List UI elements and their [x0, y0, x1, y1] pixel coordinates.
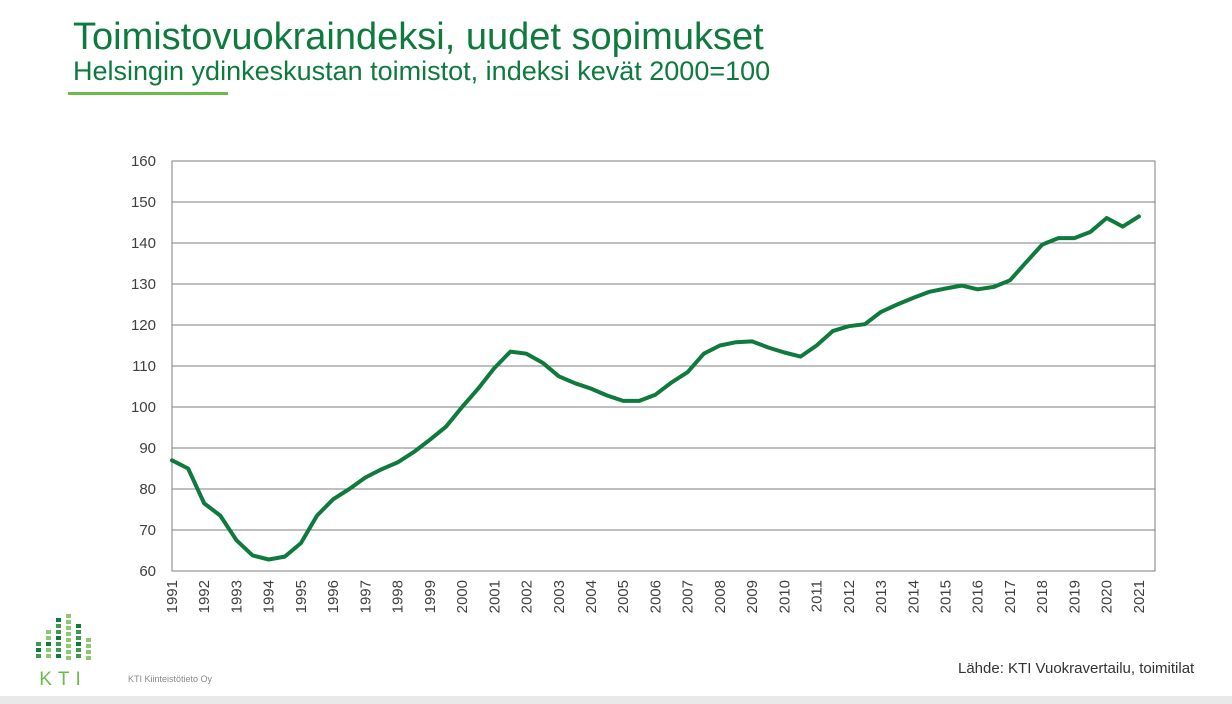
logo-grid-icon	[36, 614, 91, 660]
logo-block	[36, 648, 41, 652]
logo-block	[56, 642, 61, 646]
x-tick-label: 2010	[776, 580, 793, 613]
x-tick-label: 2008	[712, 580, 729, 613]
logo-block	[66, 644, 71, 648]
x-tick-label: 1998	[390, 580, 407, 613]
x-tick-label: 1994	[261, 580, 278, 613]
logo-block	[56, 618, 61, 622]
logo-block	[86, 656, 91, 660]
logo-block	[76, 636, 81, 640]
logo-block	[66, 632, 71, 636]
logo-block	[86, 644, 91, 648]
logo-block	[36, 654, 41, 658]
x-tick-label: 1992	[196, 580, 213, 613]
x-tick-label: 2020	[1099, 580, 1116, 613]
x-axis: 1991 1992 1993 1994 1995 1996 1997 1998 1999 2000…	[164, 580, 1148, 613]
x-tick-label: 2009	[744, 580, 761, 613]
y-tick-label: 90	[139, 440, 156, 457]
y-tick-label: 60	[139, 563, 156, 580]
logo-block	[76, 624, 81, 628]
logo-block	[46, 630, 51, 634]
logo-block	[66, 620, 71, 624]
y-tick-label: 150	[131, 194, 156, 211]
x-tick-label: 1999	[422, 580, 439, 613]
x-tick-label: 1995	[293, 580, 310, 613]
logo-block	[56, 624, 61, 628]
logo-block	[66, 638, 71, 642]
x-tick-label: 2017	[1002, 580, 1019, 613]
x-tick-label: 2003	[551, 580, 568, 613]
logo-block	[56, 648, 61, 652]
x-tick-label: 2011	[809, 580, 826, 612]
kti-logo: KTI	[36, 614, 91, 688]
logo-block	[56, 654, 61, 658]
x-tick-label: 1997	[357, 580, 374, 613]
source-note: Lähde: KTI Vuokravertailu, toimitilat	[958, 660, 1195, 677]
x-tick-label: 2018	[1034, 580, 1051, 613]
logo-block	[46, 642, 51, 646]
x-tick-label: 1991	[164, 580, 181, 613]
slide-subtitle: Helsingin ydinkeskustan toimistot, indek…	[73, 56, 771, 86]
x-tick-label: 2012	[841, 580, 858, 613]
y-tick-label: 140	[131, 235, 156, 252]
x-tick-label: 2019	[1066, 580, 1083, 613]
x-tick-label: 2014	[905, 580, 922, 613]
logo-block	[46, 636, 51, 640]
x-tick-label: 2004	[583, 580, 600, 613]
x-tick-label: 2000	[454, 580, 471, 613]
series-group	[170, 214, 1141, 562]
x-tick-label: 2001	[486, 580, 503, 613]
y-tick-label: 130	[131, 276, 156, 293]
x-tick-label: 2016	[970, 580, 987, 613]
logo-block	[76, 642, 81, 646]
y-tick-label: 120	[131, 317, 156, 334]
y-tick-label: 160	[131, 153, 156, 170]
logo-block	[46, 648, 51, 652]
x-tick-label: 2007	[680, 580, 697, 613]
logo-block	[76, 630, 81, 634]
logo-block	[46, 654, 51, 658]
slide-title: Toimistovuokraindeksi, uudet sopimukset	[73, 16, 764, 58]
x-tick-label: 2013	[873, 580, 890, 613]
logo-block	[76, 648, 81, 652]
logo-block	[56, 636, 61, 640]
x-tick-label: 2015	[938, 580, 955, 613]
y-tick-label: 110	[132, 358, 156, 375]
x-tick-label: 2002	[519, 580, 536, 613]
y-axis: 60 70 80 90 100 110 120 130 140 150 160	[131, 153, 156, 580]
x-tick-label: 1993	[228, 580, 245, 613]
x-tick-label: 2006	[647, 580, 664, 613]
logo-block	[66, 626, 71, 630]
logo-block	[66, 656, 71, 660]
logo-block	[86, 638, 91, 642]
x-tick-label: 2021	[1131, 580, 1148, 613]
title-underline	[68, 92, 228, 95]
logo-block	[36, 642, 41, 646]
y-tick-label: 100	[131, 399, 156, 416]
logo-block	[76, 654, 81, 658]
logo-block	[56, 630, 61, 634]
logo-block	[66, 614, 71, 618]
y-tick-label: 70	[139, 522, 156, 539]
x-tick-label: 1996	[325, 580, 342, 613]
x-tick-label: 2005	[615, 580, 632, 613]
company-name: KTI Kiinteistötieto Oy	[128, 674, 213, 684]
logo-block	[66, 650, 71, 654]
logo-block	[86, 650, 91, 654]
gridlines	[172, 160, 1155, 572]
bottom-bar	[0, 696, 1232, 704]
plot-frame	[171, 160, 1156, 572]
y-tick-label: 80	[139, 481, 156, 498]
logo-text: KTI	[39, 669, 87, 688]
series-line	[170, 214, 1141, 562]
